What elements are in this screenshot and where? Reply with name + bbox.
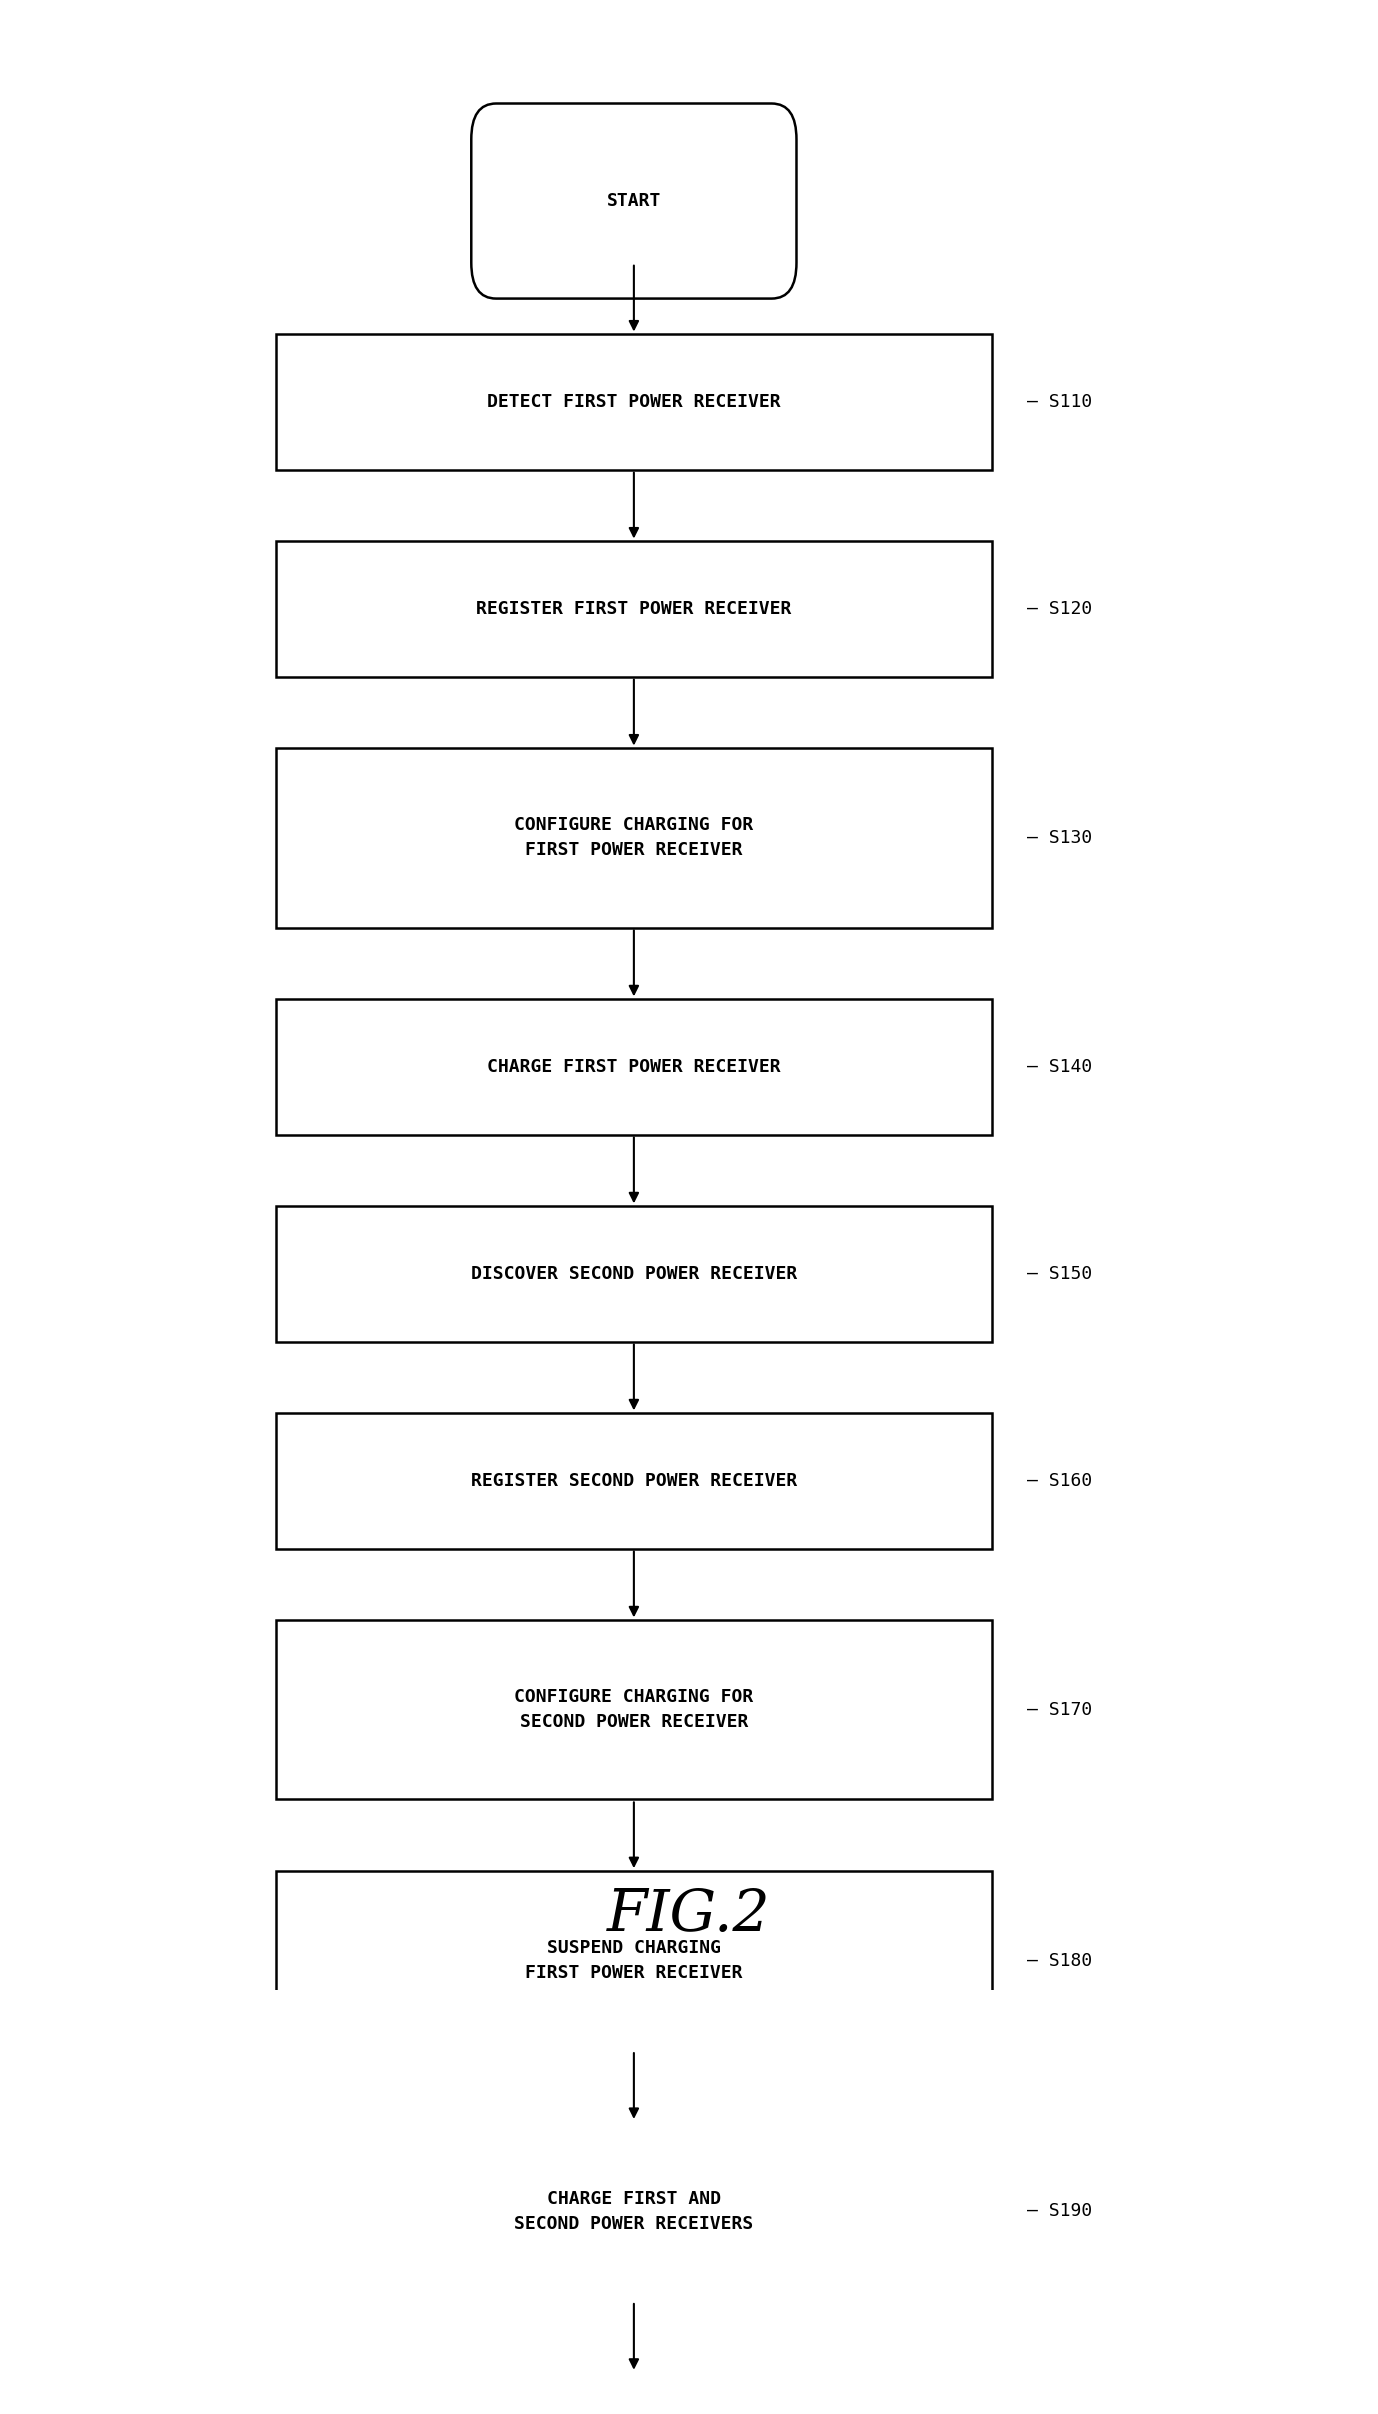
Text: — S130: — S130 bbox=[1027, 828, 1091, 847]
Text: — S150: — S150 bbox=[1027, 1265, 1091, 1282]
FancyBboxPatch shape bbox=[276, 1412, 992, 1550]
Text: — S190: — S190 bbox=[1027, 2202, 1091, 2221]
Text: — S120: — S120 bbox=[1027, 601, 1091, 618]
FancyBboxPatch shape bbox=[276, 541, 992, 676]
Text: SUSPEND CHARGING
FIRST POWER RECEIVER: SUSPEND CHARGING FIRST POWER RECEIVER bbox=[525, 1938, 743, 1982]
Text: FIG.2: FIG.2 bbox=[608, 1888, 770, 1943]
Text: — S110: — S110 bbox=[1027, 393, 1091, 410]
Text: — S170: — S170 bbox=[1027, 1702, 1091, 1719]
FancyBboxPatch shape bbox=[276, 2122, 992, 2301]
FancyBboxPatch shape bbox=[471, 2337, 796, 2414]
Text: REGISTER SECOND POWER RECEIVER: REGISTER SECOND POWER RECEIVER bbox=[471, 1473, 796, 1489]
FancyBboxPatch shape bbox=[276, 748, 992, 927]
Text: CHARGE FIRST POWER RECEIVER: CHARGE FIRST POWER RECEIVER bbox=[486, 1057, 781, 1077]
Text: CONFIGURE CHARGING FOR
FIRST POWER RECEIVER: CONFIGURE CHARGING FOR FIRST POWER RECEI… bbox=[514, 816, 754, 859]
FancyBboxPatch shape bbox=[276, 336, 992, 471]
FancyBboxPatch shape bbox=[471, 104, 796, 299]
Text: REGISTER FIRST POWER RECEIVER: REGISTER FIRST POWER RECEIVER bbox=[477, 601, 791, 618]
Text: CONFIGURE CHARGING FOR
SECOND POWER RECEIVER: CONFIGURE CHARGING FOR SECOND POWER RECE… bbox=[514, 1687, 754, 1731]
FancyBboxPatch shape bbox=[276, 1620, 992, 1798]
FancyBboxPatch shape bbox=[276, 1207, 992, 1342]
Text: — S160: — S160 bbox=[1027, 1473, 1091, 1489]
Text: — S140: — S140 bbox=[1027, 1057, 1091, 1077]
Text: START: START bbox=[606, 193, 661, 210]
Text: — S180: — S180 bbox=[1027, 1951, 1091, 1970]
FancyBboxPatch shape bbox=[276, 999, 992, 1135]
Text: DISCOVER SECOND POWER RECEIVER: DISCOVER SECOND POWER RECEIVER bbox=[471, 1265, 796, 1282]
Text: CHARGE FIRST AND
SECOND POWER RECEIVERS: CHARGE FIRST AND SECOND POWER RECEIVERS bbox=[514, 2189, 754, 2233]
FancyBboxPatch shape bbox=[276, 1871, 992, 2049]
Text: DETECT FIRST POWER RECEIVER: DETECT FIRST POWER RECEIVER bbox=[486, 393, 781, 410]
